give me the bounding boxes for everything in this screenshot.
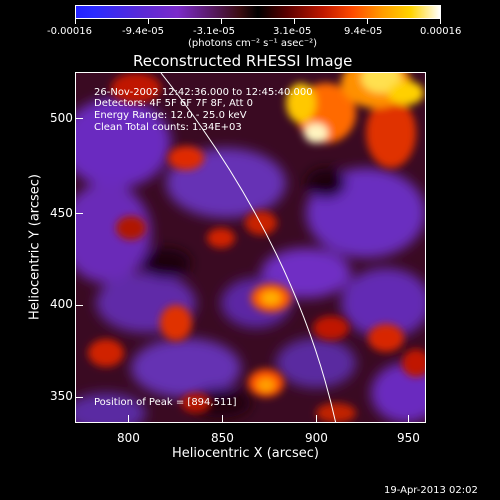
rhessi-image (76, 73, 425, 422)
y-axis-label: Heliocentric Y (arcsec) (27, 174, 43, 320)
y-tick-label: 400 (50, 297, 73, 311)
colorbar-tick-label: 3.1e-05 (273, 26, 312, 37)
y-tick-label: 350 (50, 389, 73, 403)
x-axis-label: Heliocentric X (arcsec) (172, 446, 319, 461)
x-tick-label: 850 (211, 431, 234, 445)
clean-counts-text: Clean Total counts: 1.34E+03 (94, 122, 242, 133)
colorbar-tick (294, 19, 295, 24)
energy-range-text: Energy Range: 12.0 - 25.0 keV (94, 110, 247, 121)
generation-date: 19-Apr-2013 02:02 (384, 485, 478, 496)
y-tick-mark (75, 213, 83, 214)
peak-position-text: Position of Peak = [894,511] (94, 397, 237, 408)
x-tick-label: 900 (305, 431, 328, 445)
colorbar-tick-label: -9.4e-05 (122, 26, 164, 37)
y-tick-label: 450 (50, 206, 73, 220)
x-tick-label: 950 (397, 431, 420, 445)
y-tick-mark (75, 397, 83, 398)
x-tick-label: 800 (117, 431, 140, 445)
time-range-text: 26-Nov-2002 12:42:36.000 to 12:45:40.000 (94, 87, 313, 98)
colorbar-tick-label: 0.00016 (420, 26, 462, 37)
image-plot (75, 72, 426, 423)
colorbar-tick-label: -0.00016 (47, 26, 92, 37)
y-tick-mark (75, 305, 83, 306)
plot-title: Reconstructed RHESSI Image (133, 52, 353, 70)
x-tick-mark (128, 415, 129, 423)
detectors-text: Detectors: 4F 5F 6F 7F 8F, Att 0 (94, 98, 254, 109)
colorbar-tick (221, 19, 222, 24)
y-tick-label: 500 (50, 111, 73, 125)
x-tick-mark (222, 415, 223, 423)
colorbar-tick (148, 19, 149, 24)
colorbar-tick (367, 19, 368, 24)
y-tick-mark (75, 118, 83, 119)
colorbar-tick (440, 19, 441, 24)
colorbar-tick-label: -3.1e-05 (193, 26, 235, 37)
x-tick-mark (408, 415, 409, 423)
colorbar-tick (75, 19, 76, 24)
colorbar-units: (photons cm⁻² s⁻¹ asec⁻²) (188, 38, 318, 49)
colorbar (75, 5, 441, 19)
solar-limb-line (160, 73, 337, 422)
x-tick-mark (316, 415, 317, 423)
colorbar-tick-label: 9.4e-05 (344, 26, 383, 37)
